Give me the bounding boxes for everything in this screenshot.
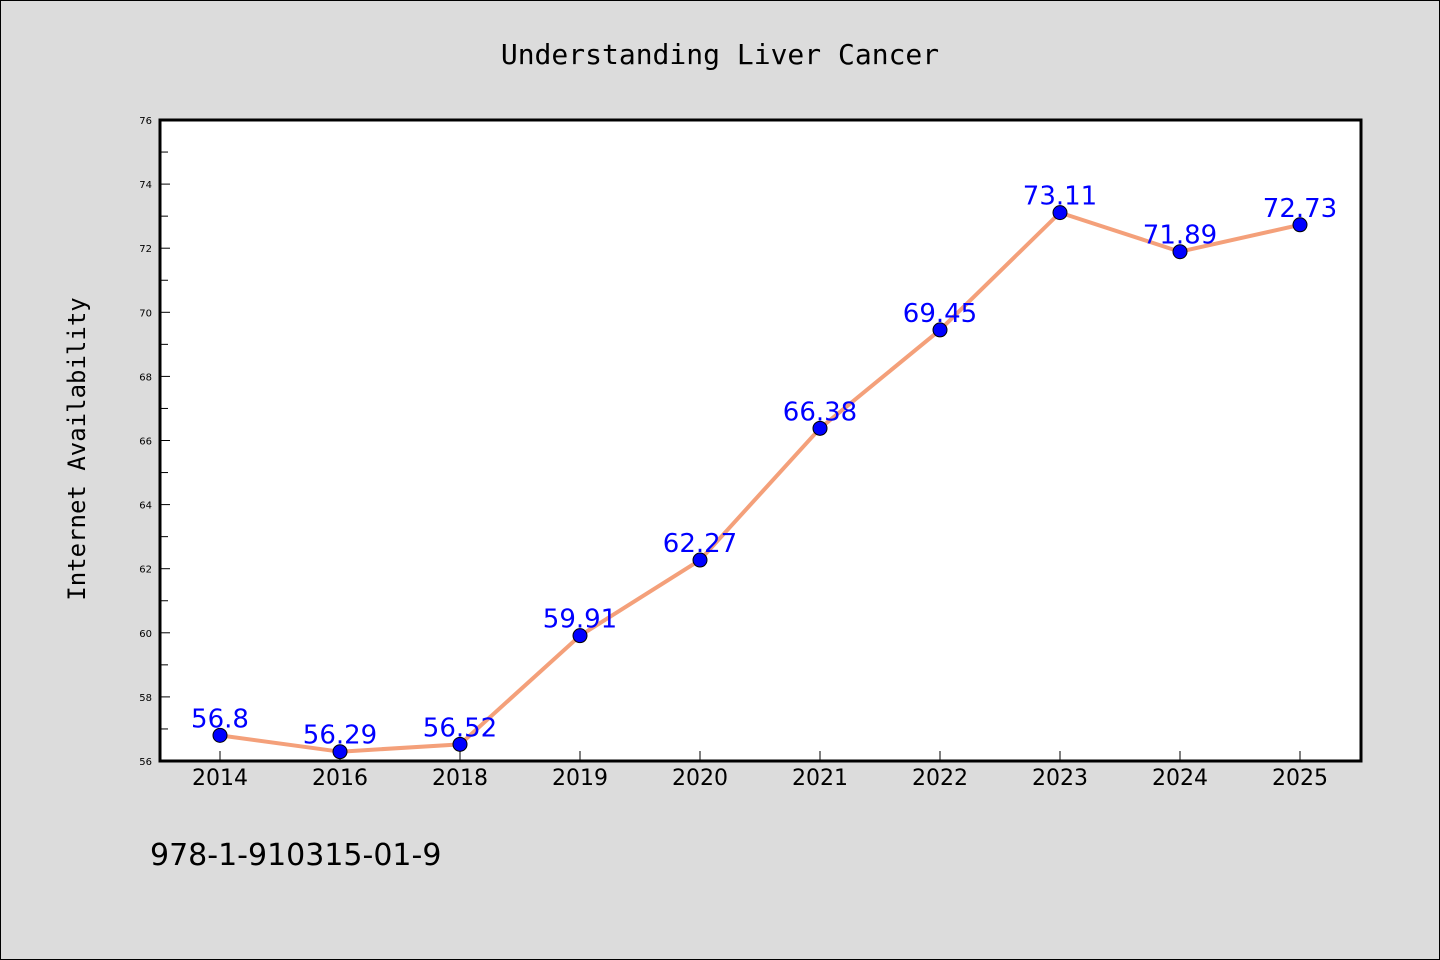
data-label: 56.8 bbox=[191, 704, 249, 734]
x-tick-label: 2023 bbox=[1032, 766, 1088, 791]
y-tick-label: 62 bbox=[139, 565, 152, 576]
y-tick-label: 72 bbox=[139, 244, 152, 255]
markers-group bbox=[212, 205, 1308, 760]
data-point bbox=[572, 628, 588, 644]
x-tick-label: 2014 bbox=[192, 766, 248, 791]
y-tick-label: 64 bbox=[139, 501, 152, 512]
chart-title: Understanding Liver Cancer bbox=[501, 38, 939, 71]
x-tick-label: 2024 bbox=[1152, 766, 1208, 791]
data-label: 59.91 bbox=[543, 605, 617, 635]
data-label: 66.38 bbox=[783, 397, 857, 427]
data-point bbox=[1052, 205, 1068, 221]
data-label: 56.29 bbox=[303, 721, 377, 751]
data-point bbox=[932, 322, 948, 338]
data-label: 73.11 bbox=[1023, 182, 1097, 212]
series-line bbox=[219, 210, 1301, 754]
data-point bbox=[1172, 244, 1188, 260]
x-tick-label: 2021 bbox=[792, 766, 848, 791]
x-tick-label: 2018 bbox=[432, 766, 488, 791]
x-tick-label: 2016 bbox=[312, 766, 368, 791]
data-labels-group: 56.8 56.29 56.52 59.91 62.27 66.38 69.45 73.11 7… bbox=[191, 182, 1337, 751]
y-tick-label: 58 bbox=[139, 693, 152, 704]
data-label: 72.73 bbox=[1263, 194, 1337, 224]
data-point bbox=[332, 744, 348, 760]
y-axis: 56 58 60 62 64 66 68 70 72 74 76 bbox=[139, 116, 170, 768]
x-axis: 2014 2016 2018 2019 2020 2021 2022 2023 2024 2025 bbox=[192, 751, 1328, 791]
data-label: 71.89 bbox=[1143, 221, 1217, 251]
data-point bbox=[1292, 217, 1308, 233]
data-point bbox=[812, 420, 828, 436]
plot-area bbox=[158, 118, 1363, 763]
y-tick-label: 56 bbox=[139, 757, 152, 768]
series-line-group bbox=[219, 210, 1301, 754]
x-tick-label: 2025 bbox=[1272, 766, 1328, 791]
data-point bbox=[452, 736, 468, 752]
y-axis-label: Internet Availability bbox=[63, 297, 91, 600]
data-label: 69.45 bbox=[903, 299, 977, 329]
data-label: 62.27 bbox=[663, 529, 737, 559]
x-tick-label: 2022 bbox=[912, 766, 968, 791]
y-tick-label: 68 bbox=[139, 372, 152, 383]
data-label: 56.52 bbox=[423, 713, 497, 743]
y-tick-label: 70 bbox=[139, 308, 152, 319]
y-tick-label: 74 bbox=[139, 180, 152, 191]
y-tick-label: 66 bbox=[139, 437, 152, 448]
data-point bbox=[692, 552, 708, 568]
x-tick-label: 2020 bbox=[672, 766, 728, 791]
data-point bbox=[212, 727, 228, 743]
isbn-text: 978-1-910315-01-9 bbox=[150, 838, 441, 873]
x-tick-label: 2019 bbox=[552, 766, 608, 791]
y-tick-label: 76 bbox=[139, 116, 152, 127]
y-tick-label: 60 bbox=[139, 629, 152, 640]
